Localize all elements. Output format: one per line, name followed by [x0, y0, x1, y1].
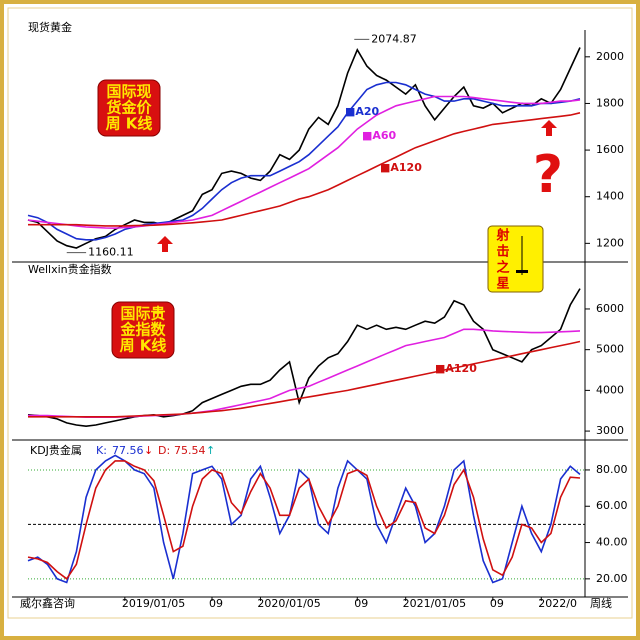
y-tick-label: 1400 — [596, 190, 624, 203]
series-line — [27, 95, 581, 230]
footer-left: 威尔鑫咨询 — [20, 596, 75, 610]
panel-title: KDJ贵金属 — [30, 443, 82, 457]
note-text: 国际现 — [106, 83, 151, 101]
series-line — [28, 328, 581, 418]
ma-label: ■A20 — [345, 105, 380, 118]
star-text: 之 — [496, 260, 509, 276]
legend-value: 77.56 — [112, 444, 144, 457]
series-line — [28, 112, 581, 227]
y-tick-label: 60.00 — [596, 499, 628, 512]
note-text: 国际贵 — [120, 305, 165, 323]
panel-title: Wellxin贵金指数 — [28, 262, 112, 276]
y-tick-label: 1600 — [596, 143, 624, 156]
note-text: 金指数 — [119, 321, 166, 339]
x-tick-label: 2020/01/05 — [257, 597, 320, 610]
legend-name: K: — [96, 444, 107, 457]
y-tick-label: 40.00 — [596, 536, 628, 549]
x-tick-label: 09 — [490, 597, 504, 610]
panel-title: 现货黄金 — [28, 20, 72, 34]
ma-label: ■A60 — [362, 129, 397, 142]
note-box — [97, 79, 161, 137]
series-line — [28, 340, 581, 418]
star-text: 射 — [495, 228, 509, 244]
arrow-icon — [541, 120, 557, 136]
note-box — [111, 301, 175, 359]
legend-value: 75.54 — [174, 444, 206, 457]
series-line — [27, 454, 581, 584]
ma-label: ■A120 — [435, 362, 477, 375]
question-mark: ? — [533, 145, 563, 205]
y-tick-label: 4000 — [596, 383, 624, 396]
star-box — [487, 225, 544, 293]
note-text: 周 K线 — [120, 337, 167, 355]
x-tick-label: 09 — [209, 597, 223, 610]
y-tick-label: 1800 — [596, 96, 624, 109]
x-tick-label: 2019/01/05 — [122, 597, 185, 610]
x-tick-label: 2022/0 — [538, 597, 577, 610]
y-tick-label: 3000 — [596, 424, 624, 437]
series-line — [27, 460, 581, 580]
star-text: 星 — [496, 277, 509, 292]
star-icon — [516, 270, 528, 273]
y-tick-label: 5000 — [596, 343, 624, 356]
series-line — [27, 47, 581, 249]
x-tick-label: 09 — [354, 597, 368, 610]
series-line — [27, 81, 581, 241]
legend-name: D: — [158, 444, 170, 457]
footer-right: 周线 — [590, 596, 612, 610]
y-tick-label: 20.00 — [596, 572, 628, 585]
y-tick-label: 6000 — [596, 302, 624, 315]
series-line — [27, 288, 581, 428]
y-tick-label: 80.00 — [596, 463, 628, 476]
y-tick-label: 2000 — [596, 50, 624, 63]
ma-label: ■A120 — [380, 161, 422, 174]
x-tick-label: 2021/01/05 — [403, 597, 466, 610]
note-text: 周 K线 — [106, 115, 153, 133]
legend-arrow: ↓ — [144, 444, 153, 457]
star-text: 击 — [496, 244, 509, 260]
inner-frame — [7, 7, 633, 619]
legend-arrow: ↑ — [206, 444, 215, 457]
high-label: 2074.87 — [371, 32, 417, 45]
low-label: 1160.11 — [88, 246, 133, 259]
arrow-icon — [157, 236, 173, 252]
y-tick-label: 1200 — [596, 236, 624, 249]
note-text: 货金价 — [106, 99, 152, 117]
